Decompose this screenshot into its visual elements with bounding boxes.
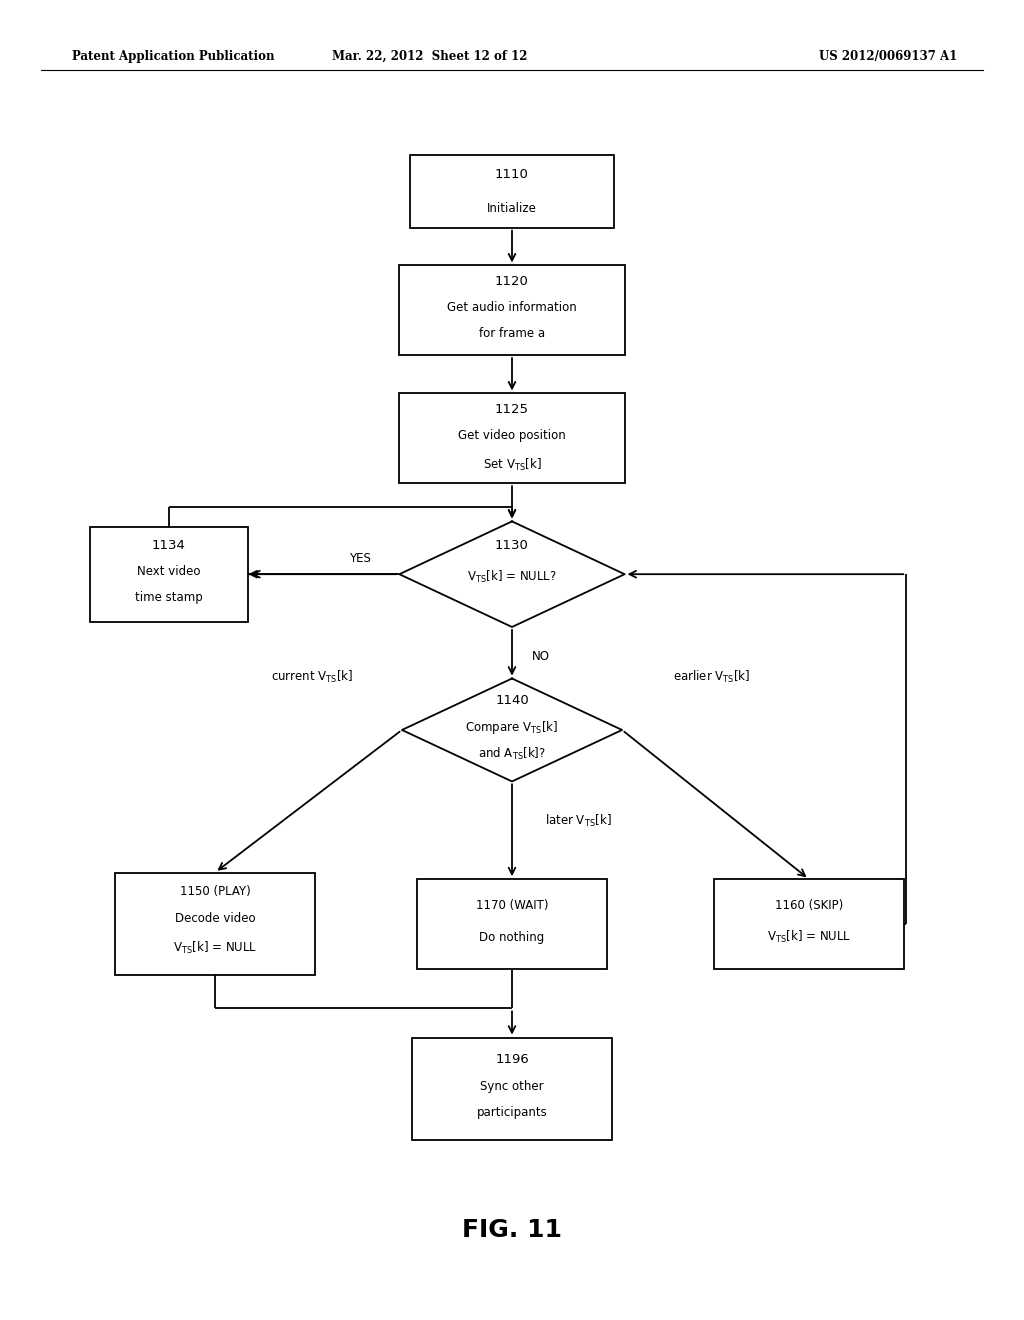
Text: 1170 (WAIT): 1170 (WAIT) [476, 899, 548, 912]
Text: Decode video: Decode video [175, 912, 255, 925]
Text: 1120: 1120 [495, 275, 529, 288]
Text: Mar. 22, 2012  Sheet 12 of 12: Mar. 22, 2012 Sheet 12 of 12 [333, 50, 527, 63]
Text: V$_{\mathregular{TS}}$[k] = NULL?: V$_{\mathregular{TS}}$[k] = NULL? [467, 569, 557, 585]
Text: Do nothing: Do nothing [479, 931, 545, 944]
Text: 1160 (SKIP): 1160 (SKIP) [775, 899, 843, 912]
FancyBboxPatch shape [115, 873, 315, 975]
Text: US 2012/0069137 A1: US 2012/0069137 A1 [819, 50, 957, 63]
Text: later V$_{\mathregular{TS}}$[k]: later V$_{\mathregular{TS}}$[k] [545, 813, 612, 829]
Text: 1125: 1125 [495, 403, 529, 416]
Text: Compare V$_{\mathregular{TS}}$[k]: Compare V$_{\mathregular{TS}}$[k] [466, 719, 558, 735]
Text: Set V$_{\mathregular{TS}}$[k]: Set V$_{\mathregular{TS}}$[k] [482, 457, 542, 473]
Text: 1130: 1130 [495, 539, 529, 552]
Text: Get video position: Get video position [458, 429, 566, 442]
Text: FIG. 11: FIG. 11 [462, 1218, 562, 1242]
Text: Get audio information: Get audio information [447, 301, 577, 314]
Text: Patent Application Publication: Patent Application Publication [72, 50, 274, 63]
Text: V$_{\mathregular{TS}}$[k] = NULL: V$_{\mathregular{TS}}$[k] = NULL [173, 940, 257, 956]
FancyBboxPatch shape [410, 154, 614, 227]
Text: current V$_{\mathregular{TS}}$[k]: current V$_{\mathregular{TS}}$[k] [271, 669, 353, 685]
Text: earlier V$_{\mathregular{TS}}$[k]: earlier V$_{\mathregular{TS}}$[k] [673, 669, 751, 685]
Text: V$_{\mathregular{TS}}$[k] = NULL: V$_{\mathregular{TS}}$[k] = NULL [767, 929, 851, 945]
Text: YES: YES [349, 552, 372, 565]
Text: participants: participants [476, 1106, 548, 1119]
Text: time stamp: time stamp [135, 591, 203, 605]
FancyBboxPatch shape [399, 393, 625, 483]
FancyBboxPatch shape [399, 265, 625, 355]
FancyBboxPatch shape [418, 879, 606, 969]
FancyBboxPatch shape [715, 879, 904, 969]
Text: and A$_{\mathregular{TS}}$[k]?: and A$_{\mathregular{TS}}$[k]? [478, 746, 546, 762]
Text: Initialize: Initialize [487, 202, 537, 215]
Text: for frame a: for frame a [479, 327, 545, 341]
Text: 1196: 1196 [496, 1053, 528, 1067]
Text: 1140: 1140 [496, 694, 528, 708]
Text: Sync other: Sync other [480, 1080, 544, 1093]
Text: 1110: 1110 [495, 168, 529, 181]
Text: 1134: 1134 [152, 539, 186, 552]
FancyBboxPatch shape [412, 1038, 611, 1140]
Text: Next video: Next video [137, 565, 201, 578]
Text: NO: NO [531, 649, 550, 663]
Text: 1150 (PLAY): 1150 (PLAY) [179, 884, 251, 898]
FancyBboxPatch shape [90, 527, 248, 622]
